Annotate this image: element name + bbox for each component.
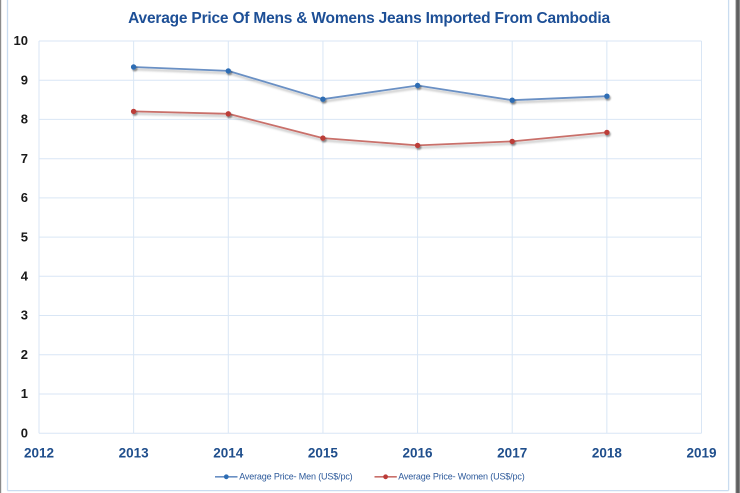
svg-text:2012: 2012 <box>24 445 54 460</box>
svg-text:Average Price Of Mens & Womens: Average Price Of Mens & Womens Jeans Imp… <box>128 10 610 27</box>
svg-text:1: 1 <box>21 386 28 401</box>
svg-text:4: 4 <box>21 269 29 284</box>
svg-text:2: 2 <box>21 347 28 362</box>
svg-text:2015: 2015 <box>308 445 339 460</box>
svg-text:2018: 2018 <box>592 445 623 460</box>
svg-text:6: 6 <box>21 190 28 205</box>
svg-text:2016: 2016 <box>403 445 434 460</box>
svg-text:Average Price- Men (US$/pc): Average Price- Men (US$/pc) <box>239 472 352 482</box>
svg-text:2014: 2014 <box>213 445 244 460</box>
svg-text:5: 5 <box>21 229 28 244</box>
svg-text:0: 0 <box>21 425 28 440</box>
svg-text:2017: 2017 <box>497 445 527 460</box>
svg-text:8: 8 <box>21 112 28 127</box>
svg-text:7: 7 <box>21 151 28 166</box>
svg-text:Average Price- Women (US$/pc): Average Price- Women (US$/pc) <box>398 472 525 482</box>
svg-text:10: 10 <box>14 33 28 48</box>
svg-text:9: 9 <box>21 72 28 87</box>
svg-text:3: 3 <box>21 308 28 323</box>
svg-text:2019: 2019 <box>686 445 716 460</box>
svg-text:2013: 2013 <box>119 445 150 460</box>
